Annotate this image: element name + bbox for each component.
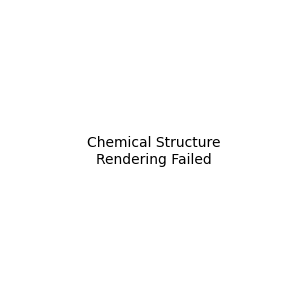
Text: Chemical Structure
Rendering Failed: Chemical Structure Rendering Failed xyxy=(87,136,220,166)
